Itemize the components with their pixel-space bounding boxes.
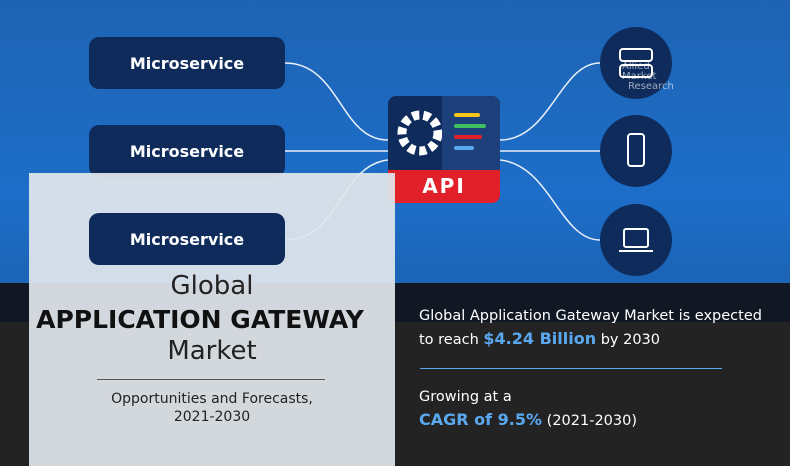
microservice-box: Microservice [89, 37, 285, 89]
api-label: API [388, 170, 500, 203]
microservice-box: Microservice [89, 125, 285, 177]
cagr-line: CAGR of 9.5% (2021-2030) [419, 410, 638, 429]
microservice-label: Microservice [129, 53, 245, 73]
cagr-value: 9.5% [497, 410, 543, 429]
market-statement: Global Application Gateway Market is exp… [419, 308, 762, 324]
mobile-phone-icon [600, 115, 672, 187]
laptop-icon [600, 204, 672, 276]
subtitle-years: 2021-2030 [173, 409, 251, 425]
market-value-line: to reach $4.24 Billion by 2030 [419, 329, 660, 348]
microservice-box: Microservice [89, 213, 285, 265]
growing-text: Growing at a [419, 389, 512, 405]
divider [420, 368, 722, 369]
microservice-label: Microservice [129, 229, 245, 249]
microservice-label: Microservice [129, 141, 245, 161]
title-market: Market [167, 336, 257, 366]
server-icon [600, 27, 672, 99]
watermark-logo: Allied Market Research [622, 61, 674, 92]
api-box: API [388, 96, 500, 203]
title-global: Global [170, 271, 254, 301]
title-main: APPLICATION GATEWAY [36, 305, 364, 334]
divider [97, 379, 325, 380]
subtitle: Opportunities and Forecasts, [111, 391, 313, 407]
market-value: $4.24 Billion [483, 329, 597, 348]
gear-icon [397, 96, 500, 170]
